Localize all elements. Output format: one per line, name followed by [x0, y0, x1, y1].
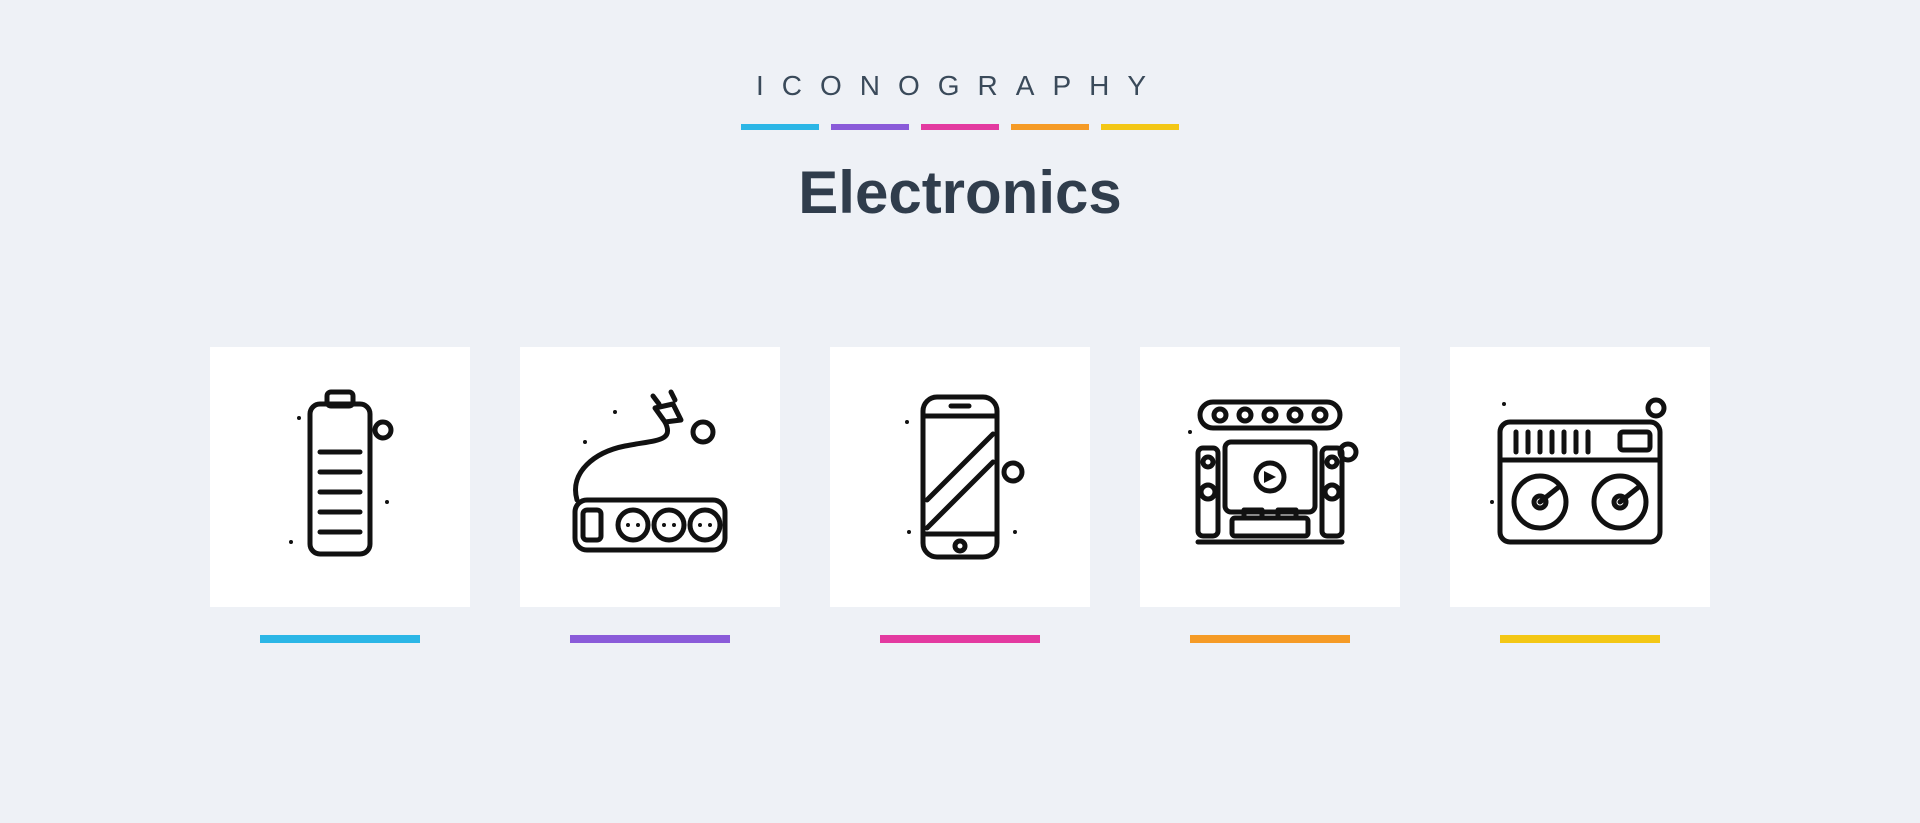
- icon-tile: [210, 347, 470, 607]
- power-strip-icon: [555, 382, 745, 572]
- stripe-yellow: [1101, 124, 1179, 130]
- icon-card-smartphone: [830, 347, 1090, 643]
- smartphone-icon: [875, 382, 1045, 572]
- icon-tile: [830, 347, 1090, 607]
- home-theater-icon: [1170, 382, 1370, 572]
- icon-card-power-strip: [520, 347, 780, 643]
- header: ICONOGRAPHY Electronics: [741, 70, 1179, 227]
- brand-stripes: [741, 124, 1179, 130]
- card-underline: [1500, 635, 1660, 643]
- dj-mixer-icon: [1480, 382, 1680, 572]
- stripe-blue: [741, 124, 819, 130]
- stripe-orange: [1011, 124, 1089, 130]
- brand-label: ICONOGRAPHY: [741, 70, 1179, 102]
- icon-card-home-theater: [1140, 347, 1400, 643]
- stripe-purple: [831, 124, 909, 130]
- icon-tile: [1140, 347, 1400, 607]
- icon-card-battery: [210, 347, 470, 643]
- pack-title: Electronics: [741, 158, 1179, 227]
- icon-tile: [520, 347, 780, 607]
- card-underline: [880, 635, 1040, 643]
- icon-grid: [210, 347, 1710, 643]
- icon-tile: [1450, 347, 1710, 607]
- card-underline: [1190, 635, 1350, 643]
- card-underline: [570, 635, 730, 643]
- stripe-pink: [921, 124, 999, 130]
- icon-card-dj-mixer: [1450, 347, 1710, 643]
- battery-icon: [255, 382, 425, 572]
- card-underline: [260, 635, 420, 643]
